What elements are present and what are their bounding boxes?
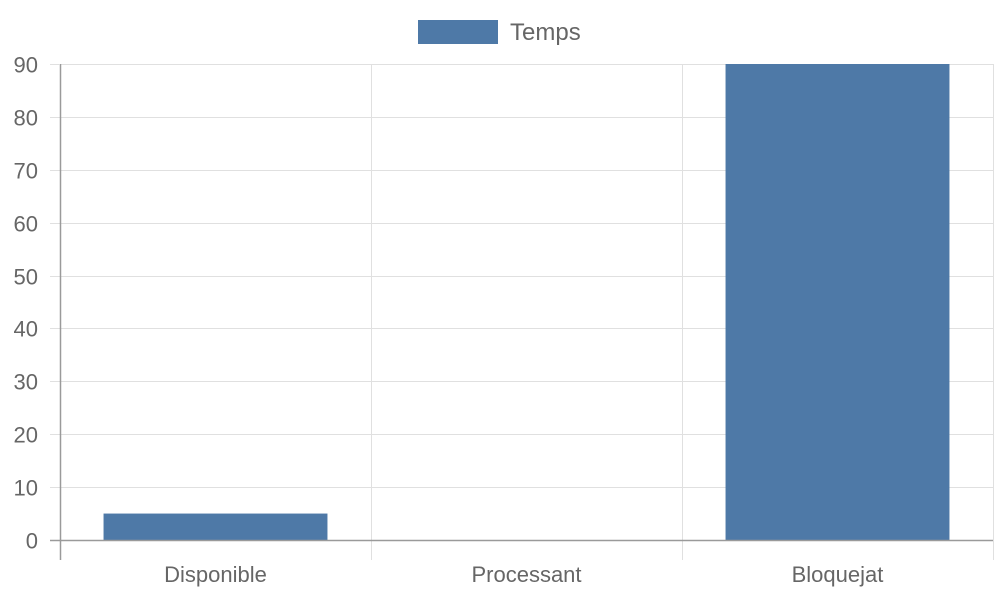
y-tick-label: 60	[14, 212, 38, 237]
y-tick-label: 40	[14, 317, 38, 342]
y-tick-label: 0	[26, 529, 38, 554]
bar-bloquejat[interactable]	[725, 64, 950, 540]
y-tick-label: 90	[14, 53, 38, 78]
y-tick-label: 30	[14, 370, 38, 395]
y-tick-label: 70	[14, 159, 38, 184]
x-category-label: Processant	[471, 562, 581, 587]
x-category-label: Bloquejat	[792, 562, 884, 587]
legend-swatch[interactable]	[418, 20, 498, 44]
bars	[103, 64, 950, 540]
y-tick-label: 20	[14, 423, 38, 448]
axes	[50, 64, 993, 560]
bar-disponible[interactable]	[103, 513, 328, 540]
y-axis-ticks: 0 10 20 30 40 50 60 70 80 90	[14, 53, 38, 554]
y-tick-label: 50	[14, 265, 38, 290]
x-axis-categories: Disponible Processant Bloquejat	[164, 562, 883, 587]
y-tick-label: 80	[14, 106, 38, 131]
legend[interactable]: Temps	[418, 19, 581, 46]
x-category-label: Disponible	[164, 562, 267, 587]
y-tick-label: 10	[14, 476, 38, 501]
grid	[50, 64, 994, 560]
legend-label[interactable]: Temps	[510, 19, 581, 46]
